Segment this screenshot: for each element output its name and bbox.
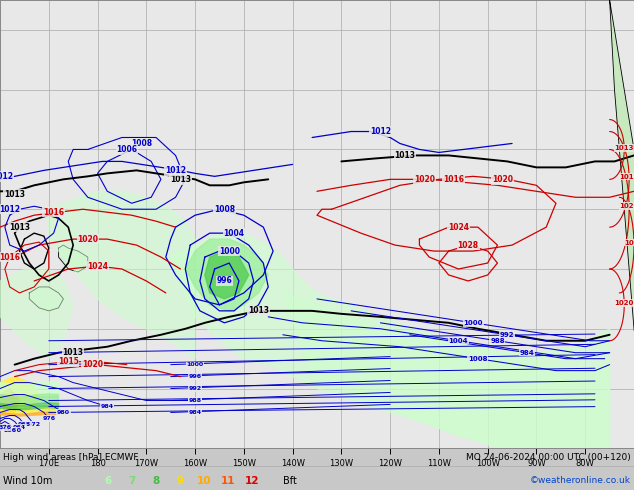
- Text: 1016: 1016: [443, 175, 464, 184]
- Text: 960: 960: [8, 428, 21, 433]
- Text: 976: 976: [42, 416, 55, 421]
- Text: 1024: 1024: [448, 222, 469, 232]
- Text: ©weatheronline.co.uk: ©weatheronline.co.uk: [530, 476, 631, 485]
- Text: High wind areas [hPa] ECMWF: High wind areas [hPa] ECMWF: [3, 453, 139, 462]
- Text: 1020: 1020: [614, 300, 634, 306]
- Text: 9: 9: [176, 476, 184, 486]
- Text: 1004: 1004: [449, 338, 469, 344]
- Text: 1013: 1013: [63, 348, 84, 357]
- Text: 376: 376: [0, 425, 11, 430]
- Polygon shape: [0, 382, 58, 386]
- Polygon shape: [0, 400, 58, 404]
- Text: 1012: 1012: [165, 166, 186, 175]
- Polygon shape: [0, 385, 58, 389]
- Text: 1024: 1024: [87, 262, 108, 270]
- Polygon shape: [0, 394, 58, 398]
- Polygon shape: [0, 409, 58, 413]
- Polygon shape: [49, 191, 195, 359]
- Text: 6: 6: [104, 476, 112, 486]
- Text: 1013: 1013: [9, 222, 30, 232]
- Text: 1008: 1008: [214, 205, 235, 214]
- Polygon shape: [205, 251, 249, 299]
- Text: 968: 968: [18, 422, 31, 427]
- Text: 1028: 1028: [458, 241, 479, 249]
- Text: 10: 10: [197, 476, 211, 486]
- Text: 1013: 1013: [394, 151, 415, 160]
- Text: 972: 972: [27, 422, 41, 427]
- Text: 1020: 1020: [414, 175, 435, 184]
- Polygon shape: [0, 377, 39, 413]
- Text: 12: 12: [245, 476, 259, 486]
- Polygon shape: [58, 245, 87, 272]
- Text: 7: 7: [128, 476, 136, 486]
- Text: 992: 992: [500, 332, 514, 338]
- Text: 1016: 1016: [619, 174, 634, 180]
- Text: 1020: 1020: [77, 235, 98, 244]
- Text: 1020: 1020: [619, 203, 634, 209]
- Text: 988: 988: [490, 338, 505, 344]
- Text: 1012: 1012: [370, 127, 391, 136]
- Text: Wind 10m: Wind 10m: [3, 476, 53, 486]
- Text: 1024: 1024: [624, 240, 634, 245]
- Text: 1013: 1013: [248, 306, 269, 316]
- Text: 1013: 1013: [4, 190, 25, 199]
- Text: 996: 996: [188, 374, 202, 379]
- Polygon shape: [0, 397, 58, 401]
- Polygon shape: [283, 293, 610, 448]
- Polygon shape: [185, 239, 268, 311]
- Text: MO 24-06-2024 00:00 UTC (00+120): MO 24-06-2024 00:00 UTC (00+120): [466, 453, 631, 462]
- Text: 996: 996: [216, 276, 232, 286]
- Text: 1008: 1008: [468, 356, 488, 362]
- Text: 1020: 1020: [82, 360, 103, 369]
- Text: Bft: Bft: [283, 476, 297, 486]
- Text: 1016: 1016: [0, 252, 20, 262]
- Text: 988: 988: [188, 398, 202, 403]
- Text: 1015: 1015: [58, 357, 79, 366]
- Text: 1020: 1020: [492, 175, 513, 184]
- Polygon shape: [0, 391, 58, 395]
- Text: 964: 964: [13, 425, 26, 430]
- Polygon shape: [0, 412, 58, 416]
- Polygon shape: [0, 388, 58, 392]
- Text: 1013: 1013: [170, 175, 191, 184]
- Text: 8: 8: [152, 476, 160, 486]
- Polygon shape: [0, 406, 58, 410]
- Text: 1000: 1000: [219, 246, 240, 256]
- Text: 1012: 1012: [0, 172, 13, 181]
- Polygon shape: [0, 389, 20, 413]
- Text: 984: 984: [519, 350, 534, 356]
- Text: 988: 988: [188, 398, 202, 403]
- Text: 1000: 1000: [463, 320, 483, 326]
- Text: 984: 984: [188, 410, 202, 415]
- Text: 1008: 1008: [131, 139, 152, 148]
- Text: 1004: 1004: [224, 229, 245, 238]
- Text: 1000: 1000: [186, 362, 204, 367]
- Text: 11: 11: [221, 476, 235, 486]
- Polygon shape: [610, 0, 634, 365]
- Polygon shape: [29, 287, 63, 311]
- Text: 980: 980: [57, 410, 70, 415]
- Polygon shape: [0, 403, 58, 407]
- Text: 1016: 1016: [43, 208, 64, 217]
- Text: 1012: 1012: [0, 205, 20, 214]
- Polygon shape: [0, 269, 73, 359]
- Text: 984: 984: [101, 404, 114, 409]
- Text: 1006: 1006: [116, 145, 138, 154]
- Text: 992: 992: [188, 386, 202, 391]
- Text: 1013: 1013: [614, 145, 634, 151]
- Text: 896: 896: [3, 428, 16, 433]
- Polygon shape: [171, 233, 610, 448]
